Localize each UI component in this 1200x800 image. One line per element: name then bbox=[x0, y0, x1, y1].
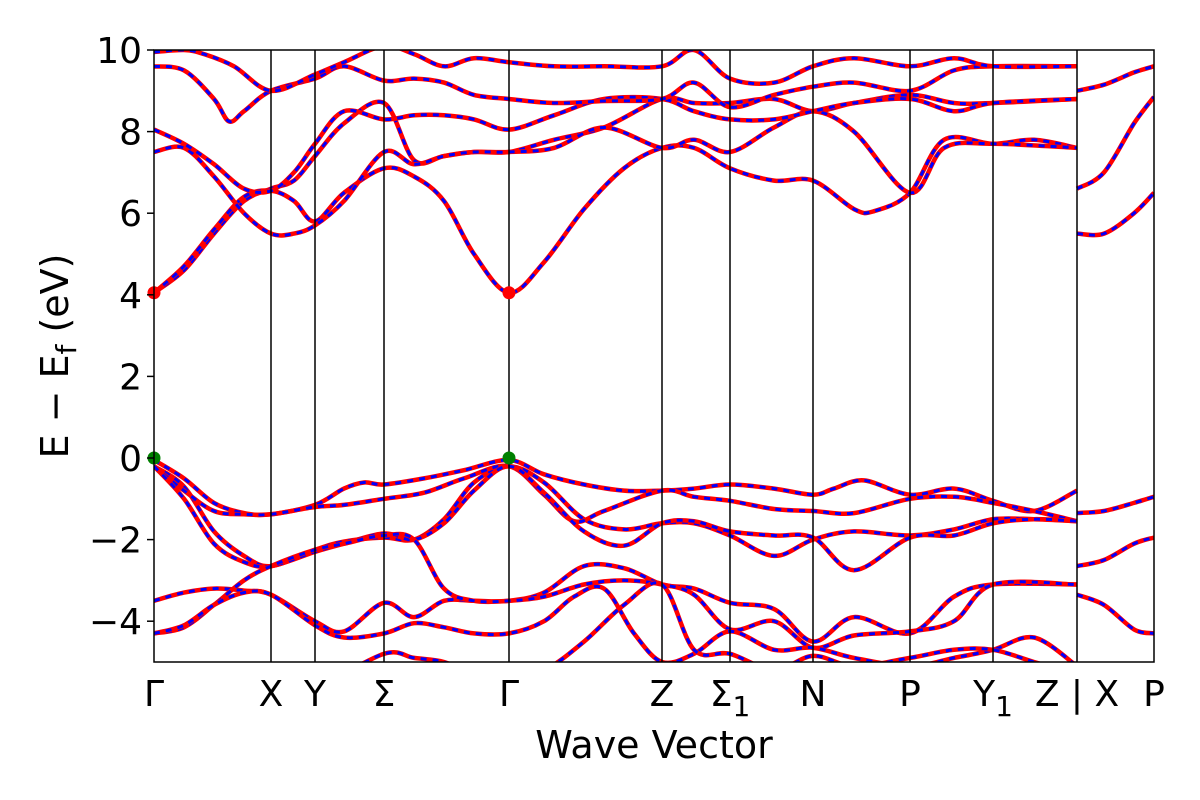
x-tick-label-5: Z bbox=[650, 674, 675, 715]
band-1-overlay bbox=[154, 135, 1078, 295]
y-tick-label-2: 0 bbox=[119, 439, 142, 480]
y-tick-label-7: 10 bbox=[96, 31, 142, 72]
band-11-overlay bbox=[154, 532, 1078, 650]
x-tick-label-6: Σ1 bbox=[710, 674, 751, 723]
x-axis-ticks: Γ X Y Σ Γ Z Σ1 N P Y1 Z | X P bbox=[144, 674, 1165, 723]
x-tick-subscript-6: 1 bbox=[732, 690, 750, 723]
y-axis-ticks: −4 −2 0 2 4 6 8 10 bbox=[89, 31, 154, 643]
y-axis-label-subscript: f bbox=[50, 343, 83, 354]
kpoint-lines bbox=[270, 50, 1078, 662]
x-tick-label-8: P bbox=[899, 674, 921, 715]
x-tick-label-1: X bbox=[259, 674, 284, 715]
band-9-overlay bbox=[154, 464, 1078, 572]
band-8-overlay bbox=[154, 464, 1078, 524]
y-tick-label-1: −2 bbox=[89, 521, 142, 562]
plot-frame bbox=[153, 49, 1155, 663]
x-tick-label-0: Γ bbox=[144, 674, 164, 715]
y-axis-label: E − Ef (eV) bbox=[33, 254, 83, 459]
x-tick-label-2: Y bbox=[303, 674, 327, 715]
markers-layer bbox=[147, 286, 516, 465]
y-axis-label-unit: (eV) bbox=[33, 254, 77, 345]
x-tick-label-3: Σ bbox=[373, 674, 396, 715]
y-tick-label-3: 2 bbox=[119, 357, 142, 398]
band-0-primary bbox=[154, 92, 1078, 295]
y-axis-label-main: E − E bbox=[33, 354, 77, 458]
band-7-overlay bbox=[154, 464, 1078, 568]
band-13-overlay bbox=[362, 581, 1040, 662]
band-4-primary bbox=[154, 63, 1078, 124]
band-19-overlay bbox=[1076, 593, 1154, 635]
band-1-primary bbox=[154, 134, 1078, 296]
band-19-primary bbox=[1076, 592, 1154, 636]
band-18-primary bbox=[1076, 535, 1154, 569]
marker-valence-band-maximum-3 bbox=[502, 451, 516, 465]
band-17-primary bbox=[1076, 494, 1154, 516]
band-7-primary bbox=[154, 463, 1078, 569]
x-tick-label-4: Γ bbox=[499, 674, 519, 715]
band-2-overlay bbox=[154, 109, 1078, 237]
x-tick-label-10: Z | X bbox=[1035, 674, 1119, 715]
x-tick-label-11: P bbox=[1143, 674, 1165, 715]
marker-conduction-band-minimum-1 bbox=[502, 286, 516, 300]
band-14-overlay bbox=[1076, 64, 1154, 93]
band-5-overlay bbox=[154, 50, 1078, 93]
band-15-primary bbox=[1075, 95, 1154, 191]
band-5-primary bbox=[154, 50, 1078, 94]
y-tick-label-4: 4 bbox=[119, 276, 142, 317]
y-tick-label-0: −4 bbox=[89, 602, 142, 643]
band-4-overlay bbox=[154, 64, 1078, 124]
band-8-primary bbox=[154, 463, 1078, 525]
x-axis-label: Wave Vector bbox=[535, 723, 773, 767]
band-10-overlay bbox=[154, 562, 1078, 644]
band-18-overlay bbox=[1076, 536, 1154, 568]
x-tick-label-9: Y1 bbox=[972, 674, 1013, 723]
band-15-overlay bbox=[1076, 95, 1154, 191]
band-11-primary bbox=[154, 531, 1078, 651]
x-tick-subscript-9: 1 bbox=[995, 690, 1013, 723]
bands-layer bbox=[154, 50, 1154, 662]
x-tick-label-7: N bbox=[800, 674, 827, 715]
band-9-primary bbox=[154, 463, 1078, 573]
band-12-overlay bbox=[154, 585, 1075, 662]
y-tick-label-6: 8 bbox=[119, 113, 142, 154]
band-16-primary bbox=[1076, 191, 1154, 238]
band-16-overlay bbox=[1076, 191, 1154, 237]
y-tick-label-5: 6 bbox=[119, 194, 142, 235]
